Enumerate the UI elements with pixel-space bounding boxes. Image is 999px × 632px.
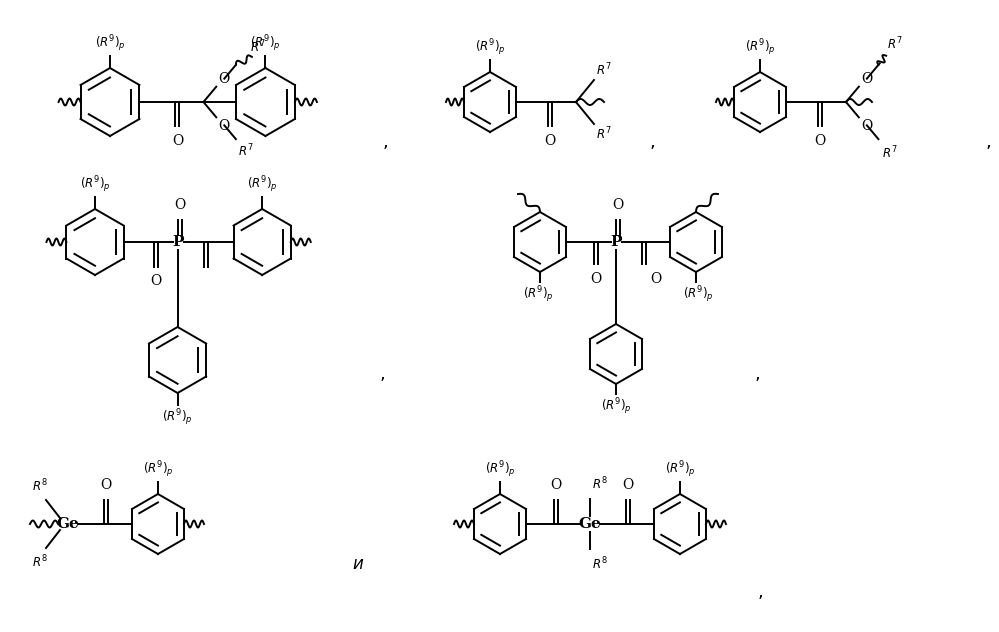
Text: O: O [100,478,112,492]
Text: O: O [219,119,230,133]
Text: $R^7$: $R^7$ [238,143,254,160]
Text: $(R^9)_p$: $(R^9)_p$ [250,33,281,54]
Text: O: O [219,71,230,86]
Text: O: O [550,478,561,492]
Text: $R^7$: $R^7$ [596,126,611,143]
Text: O: O [150,274,161,288]
Text: P: P [172,235,184,249]
Text: ,: , [757,583,763,601]
Text: O: O [650,272,661,286]
Text: O: O [612,198,623,212]
Text: $(R^9)_p$: $(R^9)_p$ [95,33,125,54]
Text: O: O [174,198,185,212]
Text: $(R^9)_p$: $(R^9)_p$ [162,407,193,428]
Text: ,: , [649,133,655,151]
Text: O: O [814,134,825,148]
Text: $R^8$: $R^8$ [32,477,48,494]
Text: ,: , [380,365,385,383]
Text: $R^8$: $R^8$ [592,556,607,573]
Text: $R^7$: $R^7$ [596,61,611,78]
Text: $(R^9)_p$: $(R^9)_p$ [664,459,695,480]
Text: Ge: Ge [57,517,79,531]
Text: O: O [861,119,872,133]
Text: $R^8$: $R^8$ [592,475,607,492]
Text: O: O [622,478,633,492]
Text: $R^7$: $R^7$ [250,39,266,55]
Text: O: O [544,134,555,148]
Text: ,: , [985,133,991,151]
Text: $(R^9)_p$: $(R^9)_p$ [485,459,515,480]
Text: $(R^9)_p$: $(R^9)_p$ [682,284,713,305]
Text: O: O [590,272,601,286]
Text: $R^7$: $R^7$ [887,35,903,52]
Text: ,: , [754,365,760,383]
Text: $R^7$: $R^7$ [882,145,897,161]
Text: $(R^9)_p$: $(R^9)_p$ [247,174,278,195]
Text: $R^8$: $R^8$ [32,554,48,571]
Text: и: и [353,555,364,573]
Text: P: P [610,235,621,249]
Text: $(R^9)_p$: $(R^9)_p$ [744,37,775,58]
Text: O: O [172,134,183,148]
Text: $(R^9)_p$: $(R^9)_p$ [80,174,110,195]
Text: ,: , [383,133,388,151]
Text: $(R^9)_p$: $(R^9)_p$ [143,459,174,480]
Text: $(R^9)_p$: $(R^9)_p$ [600,396,631,416]
Text: Ge: Ge [578,517,601,531]
Text: $(R^9)_p$: $(R^9)_p$ [522,284,553,305]
Text: $(R^9)_p$: $(R^9)_p$ [475,37,505,58]
Text: O: O [861,71,872,86]
